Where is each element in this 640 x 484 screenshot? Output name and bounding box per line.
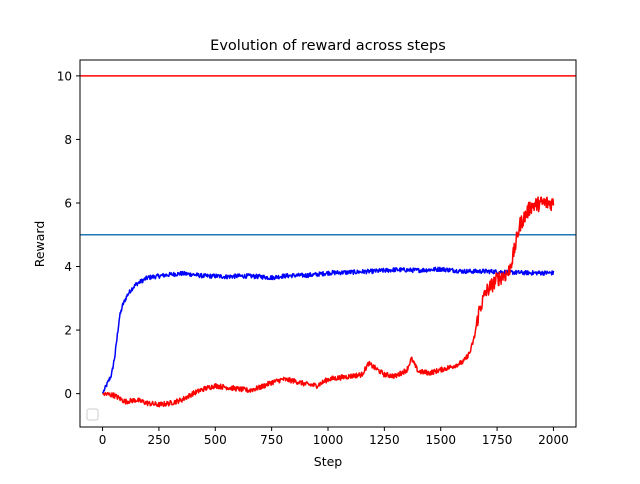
y-axis: 0 2 4 6 8 10 [57, 69, 80, 401]
x-tick-label: 500 [204, 433, 227, 447]
y-tick-label: 10 [57, 69, 72, 83]
y-tick-label: 2 [64, 324, 72, 338]
x-axis-label: Step [314, 454, 343, 469]
legend-box [86, 408, 99, 421]
y-tick-label: 4 [64, 260, 72, 274]
series-line-0 [101, 266, 555, 394]
y-tick-label: 0 [64, 387, 72, 401]
x-axis: 0 250 500 750 1000 1250 1500 1750 2000 [99, 427, 569, 447]
legend [86, 408, 99, 421]
series-line-1 [102, 196, 555, 408]
series-layer [101, 196, 555, 408]
x-tick-label: 750 [260, 433, 283, 447]
reference-lines [80, 75, 576, 236]
x-tick-label: 0 [99, 433, 107, 447]
y-axis-label: Reward [32, 221, 47, 268]
chart-title: Evolution of reward across steps [210, 38, 446, 54]
y-tick-label: 8 [64, 133, 72, 147]
x-tick-label: 1000 [313, 433, 344, 447]
y-tick-label: 6 [64, 196, 72, 210]
x-tick-label: 1750 [482, 433, 513, 447]
x-tick-label: 2000 [538, 433, 569, 447]
x-tick-label: 250 [147, 433, 170, 447]
x-tick-label: 1250 [369, 433, 400, 447]
x-tick-label: 1500 [425, 433, 456, 447]
